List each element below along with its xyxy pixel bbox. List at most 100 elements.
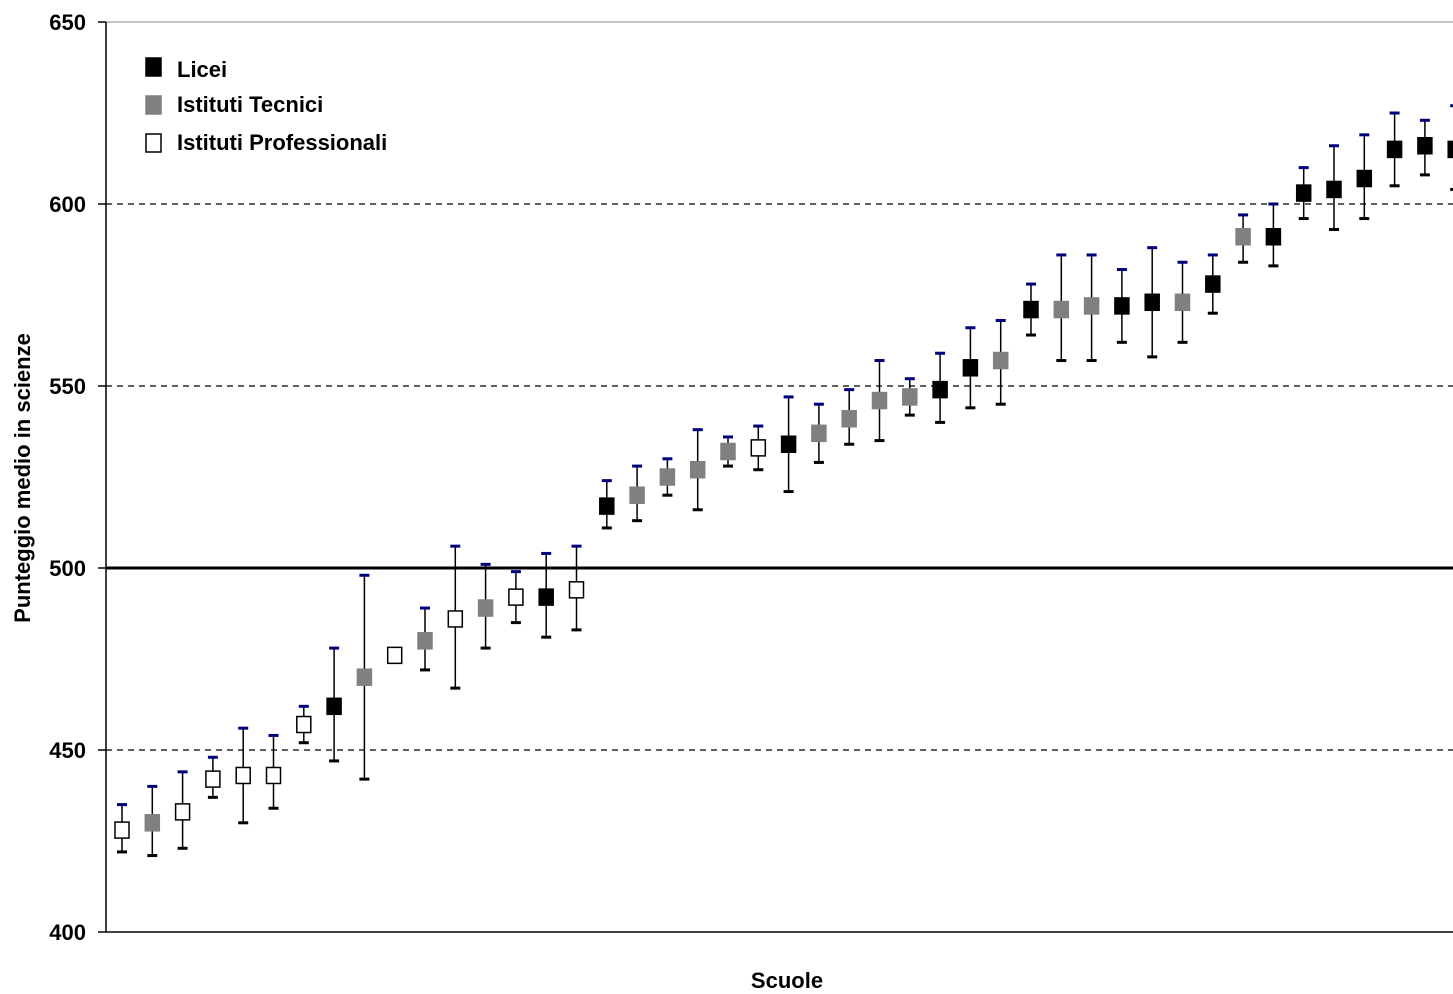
marker-licei-37 [1205,275,1221,293]
marker-tecnici-25 [841,410,857,428]
marker-tecnici-36 [1174,293,1191,312]
point-group-16 [568,544,585,632]
marker-tecnici-11 [417,632,433,650]
marker-licei-34 [1114,297,1130,315]
marker-licei-39 [1265,228,1282,246]
marker-tecnici-19 [659,468,676,486]
y-tick-label-400: 400 [49,920,86,945]
marker-licei-28 [932,380,948,399]
point-group-33 [1083,253,1100,363]
marker-tecnici-32 [1053,300,1070,319]
marker-licei-40 [1295,184,1312,202]
point-group-11 [417,606,433,672]
legend-marker-tecnici [145,95,162,115]
marker-professionali-4 [205,770,221,788]
point-group-40 [1295,166,1312,221]
marker-tecnici-20 [689,460,706,479]
point-group-34 [1114,268,1130,344]
legend-label-tecnici: Istituti Tecnici [177,92,323,117]
point-group-19 [659,457,676,497]
point-group-13 [477,562,494,650]
point-group-1 [114,803,130,854]
marker-professionali-14 [508,588,524,606]
point-group-10 [386,646,403,665]
point-group-39 [1265,202,1282,268]
point-group-41 [1326,144,1342,231]
point-group-37 [1205,253,1221,315]
marker-tecnici-33 [1083,297,1100,315]
marker-licei-31 [1023,300,1039,319]
point-group-14 [508,570,524,625]
point-group-2 [144,784,161,858]
point-group-28 [932,351,948,424]
point-group-35 [1144,246,1160,359]
point-group-15 [538,551,554,639]
point-group-22 [750,424,767,472]
marker-tecnici-24 [811,424,827,443]
legend-label-professionali: Istituti Professionali [177,130,387,155]
point-group-3 [174,770,191,850]
point-group-20 [689,428,706,512]
marker-professionali-7 [296,715,312,734]
point-group-32 [1053,253,1070,363]
marker-tecnici-30 [992,351,1009,370]
legend: Licei Istituti Tecnici Istituti Professi… [145,57,387,155]
legend-marker-licei [145,57,162,77]
point-group-27 [902,377,918,417]
point-group-21 [720,435,736,468]
x-axis-title: Scuole [751,968,823,993]
point-group-6 [265,733,282,810]
point-group-44 [1417,118,1433,177]
marker-licei-43 [1386,140,1403,159]
marker-tecnici-2 [144,814,161,832]
y-axis-ticks: 400 450 500 550 600 650 [49,10,106,945]
marker-tecnici-38 [1235,228,1251,246]
y-tick-label-600: 600 [49,192,86,217]
marker-tecnici-21 [720,442,736,461]
marker-licei-42 [1356,169,1373,188]
y-tick-label-450: 450 [49,738,86,763]
marker-licei-45 [1447,140,1453,159]
marker-tecnici-9 [356,668,373,686]
marker-licei-44 [1417,137,1433,155]
point-group-18 [629,464,645,523]
y-tick-label-550: 550 [49,374,86,399]
point-group-45 [1447,104,1453,191]
marker-tecnici-13 [477,599,494,617]
y-tick-label-500: 500 [49,556,86,581]
point-group-23 [780,395,797,494]
point-group-38 [1235,213,1251,264]
point-group-25 [841,388,857,446]
point-group-43 [1386,111,1403,188]
marker-licei-8 [326,697,342,716]
marker-licei-23 [780,435,797,453]
marker-tecnici-27 [902,388,918,406]
chart-axes [105,21,1453,933]
point-group-31 [1023,282,1039,337]
marker-professionali-12 [447,610,464,628]
marker-licei-29 [962,359,979,377]
marker-professionali-3 [174,803,191,821]
marker-professionali-16 [568,581,585,599]
point-group-24 [811,402,827,464]
point-group-29 [962,326,979,410]
chart-points [114,104,1453,858]
marker-professionali-6 [265,766,282,785]
marker-licei-41 [1326,180,1342,199]
point-group-4 [205,755,221,799]
y-axis-title: Punteggio medio in scienze [10,333,35,623]
point-group-42 [1356,133,1373,221]
marker-tecnici-26 [871,391,888,410]
marker-professionali-10 [386,646,403,665]
marker-licei-15 [538,588,554,606]
legend-marker-professionali [145,133,162,153]
point-group-26 [871,359,888,443]
legend-label-licei: Licei [177,57,227,82]
point-group-8 [326,646,342,763]
point-group-30 [992,318,1009,406]
point-group-12 [447,544,464,690]
point-group-36 [1174,260,1191,344]
point-group-9 [356,573,373,781]
marker-tecnici-18 [629,486,645,504]
